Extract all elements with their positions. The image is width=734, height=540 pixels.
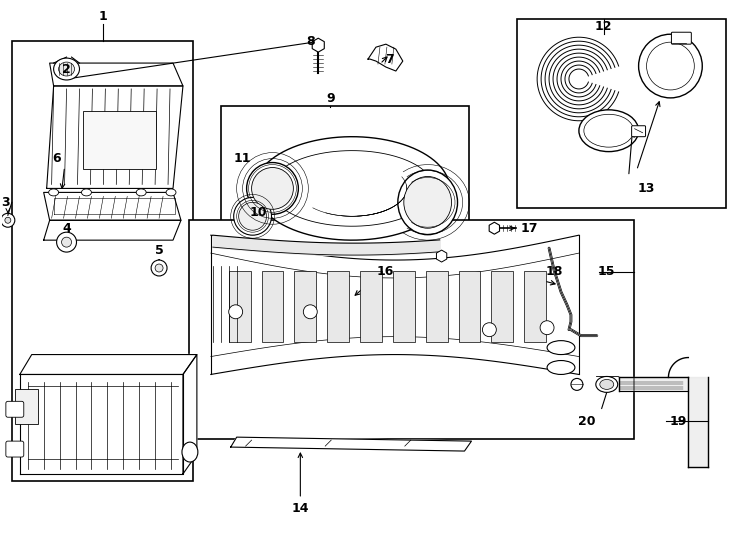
Polygon shape [230,437,471,451]
Ellipse shape [137,189,146,196]
Text: 4: 4 [62,222,71,235]
Text: 15: 15 [598,266,616,279]
FancyBboxPatch shape [672,32,691,44]
Circle shape [155,264,163,272]
Polygon shape [368,44,403,71]
Ellipse shape [247,163,298,214]
Ellipse shape [600,380,614,389]
Text: 20: 20 [578,415,595,428]
Bar [12,41,193,481]
Ellipse shape [81,189,92,196]
Bar [84,111,156,168]
Polygon shape [43,192,181,220]
Text: 14: 14 [291,502,309,515]
Ellipse shape [166,189,176,196]
Bar [229,271,250,342]
Text: 2: 2 [62,63,71,76]
Text: 3: 3 [1,196,10,209]
Circle shape [571,379,583,390]
Polygon shape [47,86,183,188]
Bar [426,271,448,342]
Circle shape [303,305,317,319]
Bar [459,271,481,342]
Circle shape [62,237,71,247]
Bar [524,271,546,342]
Polygon shape [201,232,597,377]
Ellipse shape [584,114,633,147]
Bar [189,220,633,439]
Text: 13: 13 [638,182,655,195]
Polygon shape [271,151,434,226]
Circle shape [540,321,554,335]
Ellipse shape [579,110,639,152]
Circle shape [482,323,496,336]
Text: 18: 18 [545,266,563,279]
Text: 16: 16 [377,266,393,279]
Circle shape [647,42,694,90]
Text: 5: 5 [155,244,164,256]
Ellipse shape [547,341,575,355]
Ellipse shape [252,167,294,210]
Polygon shape [50,63,183,86]
Bar [393,271,415,342]
Text: 17: 17 [520,222,538,235]
Text: 1: 1 [99,10,108,23]
Circle shape [57,232,76,252]
FancyBboxPatch shape [6,441,23,457]
Ellipse shape [54,58,79,80]
Bar [491,271,513,342]
Bar [15,389,37,424]
Ellipse shape [59,62,75,76]
Ellipse shape [404,177,451,228]
Ellipse shape [48,189,59,196]
Circle shape [639,34,702,98]
Ellipse shape [547,361,575,374]
Circle shape [5,217,11,223]
Polygon shape [20,355,197,374]
Bar [327,271,349,342]
Bar [517,19,726,208]
Polygon shape [20,374,183,474]
Polygon shape [255,137,449,240]
Text: 12: 12 [595,20,613,33]
Circle shape [151,260,167,276]
Polygon shape [43,220,181,240]
Text: 10: 10 [250,206,267,219]
FancyBboxPatch shape [632,126,646,137]
Circle shape [229,305,243,319]
Bar [294,271,316,342]
Text: 9: 9 [326,92,335,105]
Bar [221,106,470,268]
Ellipse shape [398,170,457,235]
FancyBboxPatch shape [6,401,23,417]
Text: 19: 19 [669,415,687,428]
Bar [261,271,283,342]
Ellipse shape [239,202,266,230]
Ellipse shape [233,198,272,235]
Circle shape [1,213,15,227]
Text: 6: 6 [52,152,61,165]
Bar [360,271,382,342]
Text: 11: 11 [234,152,251,165]
Ellipse shape [596,376,618,393]
Text: 8: 8 [306,35,315,48]
Ellipse shape [182,442,198,462]
Polygon shape [183,355,197,474]
Text: 7: 7 [385,52,394,65]
